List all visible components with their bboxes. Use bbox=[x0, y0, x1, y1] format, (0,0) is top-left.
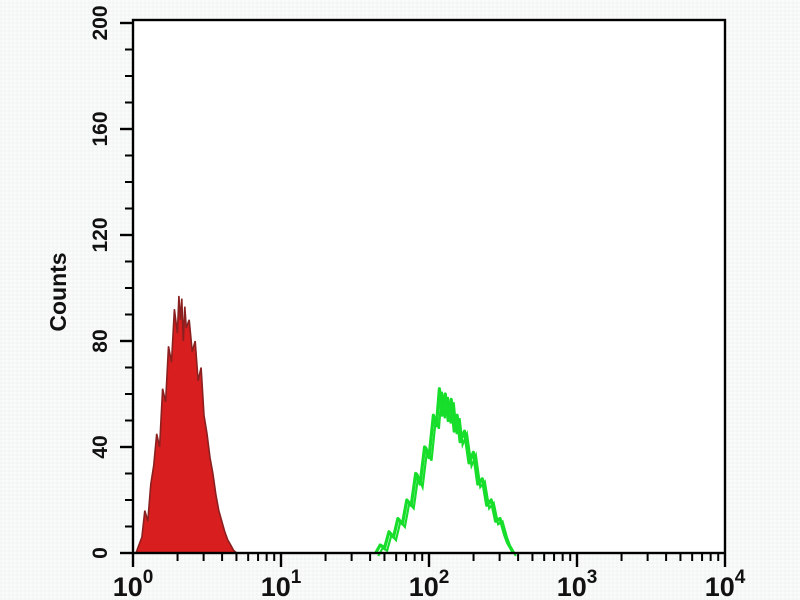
series-green-peak bbox=[374, 387, 515, 554]
y-tick-label: 200 bbox=[89, 5, 112, 40]
axis-ticks-group bbox=[120, 21, 727, 567]
y-tick-label: 120 bbox=[89, 217, 112, 252]
series-group bbox=[134, 295, 517, 557]
axis-labels-group: 0 40 80 120 160 200 100 101 102 103 104 bbox=[89, 5, 746, 600]
x-tick-label: 100 bbox=[113, 567, 154, 600]
x-tick-label: 102 bbox=[409, 567, 450, 600]
y-tick-label: 160 bbox=[89, 111, 112, 146]
y-axis-title: Counts bbox=[45, 252, 71, 331]
plot-area bbox=[133, 20, 725, 553]
y-tick-label: 40 bbox=[89, 435, 112, 458]
x-tick-label: 104 bbox=[705, 567, 746, 600]
y-tick-label: 80 bbox=[89, 329, 112, 352]
series-red-peak bbox=[134, 295, 239, 554]
plot-frame bbox=[131, 18, 727, 555]
x-tick-label: 101 bbox=[261, 567, 302, 600]
y-tick-label: 0 bbox=[89, 547, 112, 559]
x-tick-label: 103 bbox=[557, 567, 598, 600]
